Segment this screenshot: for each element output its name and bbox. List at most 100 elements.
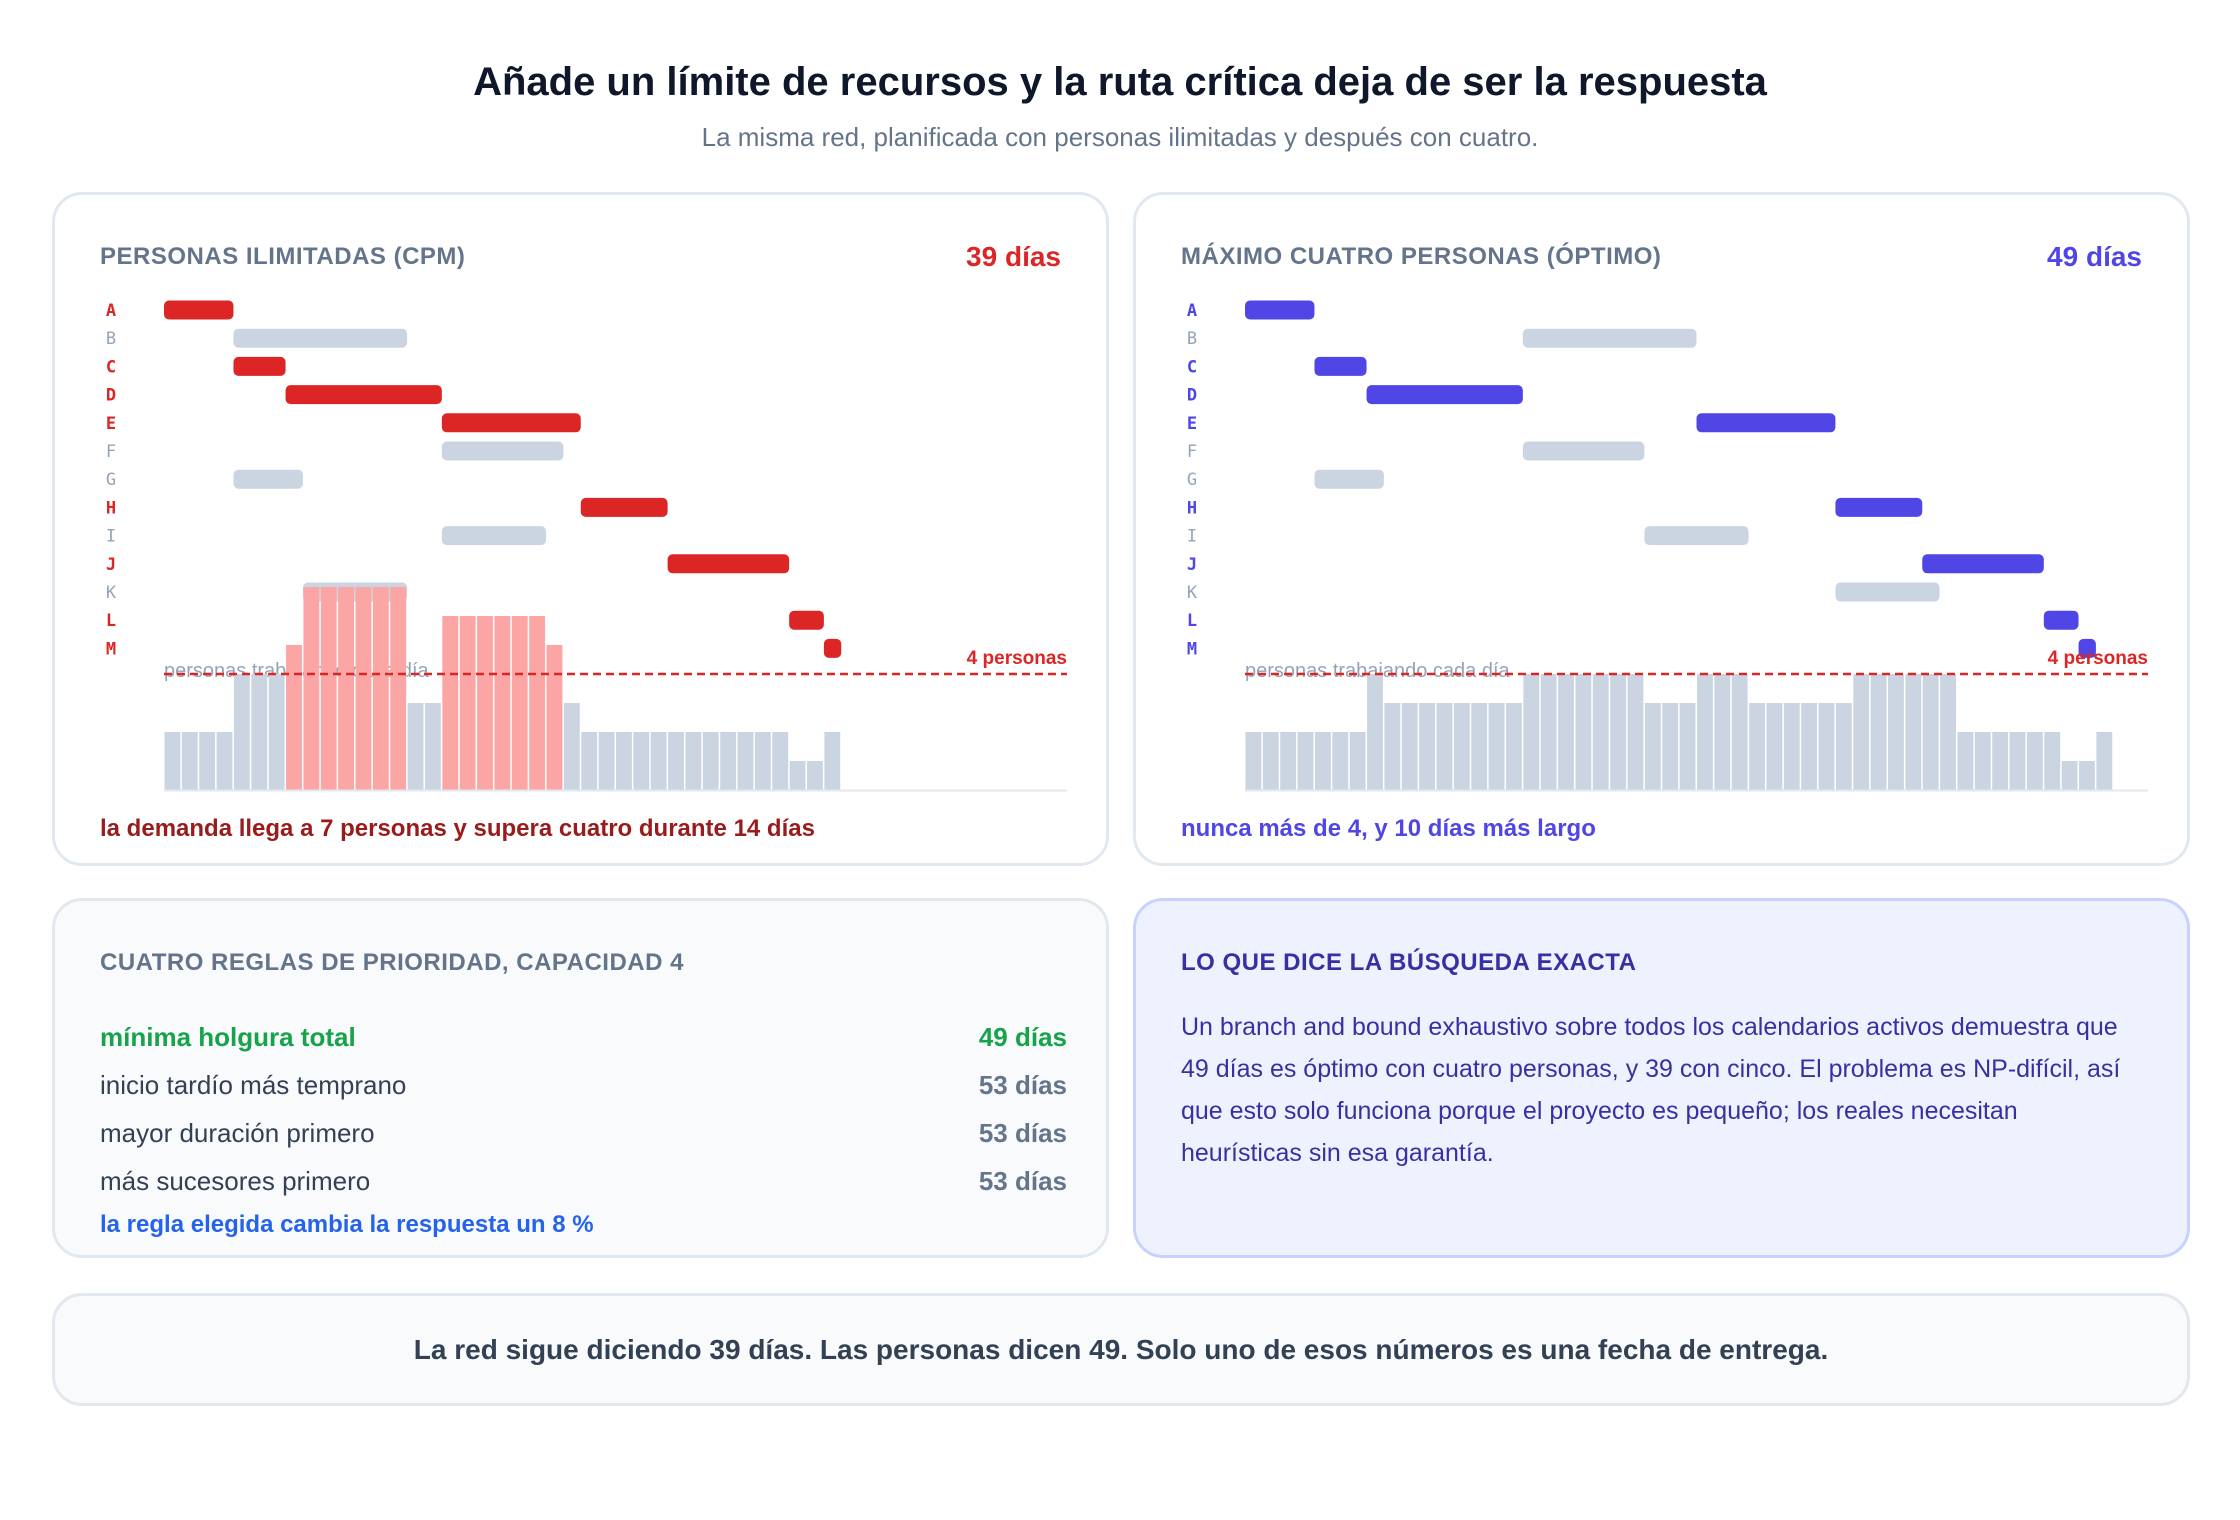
load-bar-day-2	[181, 732, 198, 790]
capacity-label: 4 personas	[2048, 648, 2148, 669]
load-bar-day-4	[216, 732, 233, 790]
task-bar-A	[1245, 300, 1315, 320]
task-label-J: J	[1187, 555, 1197, 575]
task-bar-G	[1314, 469, 1384, 489]
load-bar-day-13	[372, 587, 389, 790]
task-bar-B	[1522, 328, 1697, 348]
task-label-K: K	[1187, 583, 1198, 603]
load-bar-day-38	[807, 761, 823, 790]
load-bar-day-18	[459, 616, 476, 790]
task-bar-A	[164, 300, 234, 320]
load-bar-day-10	[320, 587, 337, 790]
cpm-footnote: la demanda llega a 7 personas y supera c…	[100, 815, 815, 842]
load-bar-day-45	[2009, 732, 2026, 790]
rule-name: mínima holgura total	[100, 1021, 356, 1052]
task-bar-J	[667, 554, 790, 574]
task-bar-E	[441, 413, 581, 433]
task-label-E: E	[1187, 414, 1197, 434]
conclusion-text: La red sigue diciendo 39 días. Las perso…	[413, 1333, 1829, 1365]
task-bar-F	[441, 441, 564, 461]
task-label-G: G	[106, 470, 116, 490]
task-label-B: B	[106, 329, 116, 349]
load-bar-day-12	[1436, 703, 1453, 790]
task-label-I: I	[1187, 527, 1197, 547]
load-bar-day-14	[1471, 703, 1488, 790]
load-bar-day-9	[1384, 703, 1401, 790]
task-label-A: A	[106, 301, 116, 321]
load-bar-day-37	[1870, 674, 1887, 790]
load-bar-day-3	[1280, 732, 1297, 790]
load-bar-day-32	[702, 732, 719, 790]
task-bar-H	[580, 497, 668, 517]
exact-title: LO QUE DICE LA BÚSQUEDA EXACTA	[1181, 949, 1637, 976]
load-bar-day-21	[511, 616, 528, 790]
load-bar-day-4	[1297, 732, 1314, 790]
load-bar-day-39	[1905, 674, 1922, 790]
load-bar-day-26	[1679, 703, 1696, 790]
load-bar-day-27	[1697, 674, 1713, 790]
load-bar-day-3	[199, 732, 216, 790]
load-bar-day-10	[1401, 703, 1418, 790]
task-label-I: I	[106, 527, 116, 547]
load-bar-day-17	[442, 616, 459, 790]
cpm-total-days: 39 días	[966, 241, 1061, 272]
load-bar-day-2	[1262, 732, 1279, 790]
load-bar-day-43	[1974, 732, 1991, 790]
task-label-D: D	[106, 386, 116, 406]
load-bar-day-27	[616, 732, 632, 790]
load-bar-day-24	[1644, 703, 1661, 790]
load-bar-day-46	[2026, 732, 2043, 790]
load-bar-day-33	[720, 732, 737, 790]
capacity-label: 4 personas	[967, 648, 1067, 669]
load-bar-day-12	[355, 587, 372, 790]
load-bar-day-1	[164, 732, 181, 790]
load-bar-day-30	[1749, 703, 1765, 790]
load-bar-day-30	[668, 732, 684, 790]
load-label: personas trabajando cada día	[1245, 660, 1511, 682]
task-label-F: F	[106, 442, 116, 462]
optimal-footnote: nunca más de 4, y 10 días más largo	[1181, 815, 1596, 842]
load-bar-day-8	[286, 645, 302, 790]
task-bar-L	[2043, 610, 2079, 630]
load-bar-day-22	[529, 616, 546, 790]
task-label-F: F	[1187, 442, 1197, 462]
task-bar-I	[441, 526, 547, 546]
load-bar-day-6	[1332, 732, 1349, 790]
task-label-H: H	[106, 498, 116, 518]
load-bar-day-11	[1419, 703, 1436, 790]
task-label-M: M	[106, 639, 116, 659]
load-bar-day-33	[1801, 703, 1818, 790]
rule-name: más sucesores primero	[100, 1165, 371, 1196]
task-bar-E	[1696, 413, 1836, 433]
task-label-G: G	[1187, 470, 1197, 490]
task-label-C: C	[1187, 357, 1197, 377]
exact-text: Un branch and bound exhaustivo sobre tod…	[1181, 1013, 2121, 1167]
load-bar-day-42	[1957, 732, 1974, 790]
task-label-E: E	[106, 414, 116, 434]
rule-name: mayor duración primero	[100, 1117, 375, 1148]
rule-value: 49 días	[978, 1021, 1067, 1052]
load-bar-day-39	[824, 732, 841, 790]
task-label-M: M	[1187, 639, 1197, 659]
load-bar-day-29	[650, 732, 667, 790]
load-bar-day-32	[1783, 703, 1800, 790]
load-bar-day-20	[1575, 674, 1592, 790]
load-bar-day-25	[581, 732, 598, 790]
task-bar-K	[1835, 582, 1940, 602]
load-bar-day-24	[563, 703, 580, 790]
load-bar-day-44	[1992, 732, 2009, 790]
priority-rules-card: CUATRO REGLAS DE PRIORIDAD, CAPACIDAD 4 …	[52, 898, 1109, 1258]
load-bar-day-50	[2096, 732, 2113, 790]
load-bar-day-16	[424, 703, 441, 790]
task-label-A: A	[1187, 301, 1197, 321]
task-label-C: C	[106, 357, 116, 377]
task-label-K: K	[106, 583, 117, 603]
task-bar-M	[2078, 638, 2096, 658]
load-bar-day-34	[1818, 703, 1835, 790]
load-bar-day-40	[1922, 674, 1939, 790]
load-bar-day-5	[233, 674, 250, 790]
rule-value: 53 días	[978, 1165, 1067, 1196]
load-bar-day-1	[1245, 732, 1262, 790]
task-bar-B	[233, 328, 408, 348]
